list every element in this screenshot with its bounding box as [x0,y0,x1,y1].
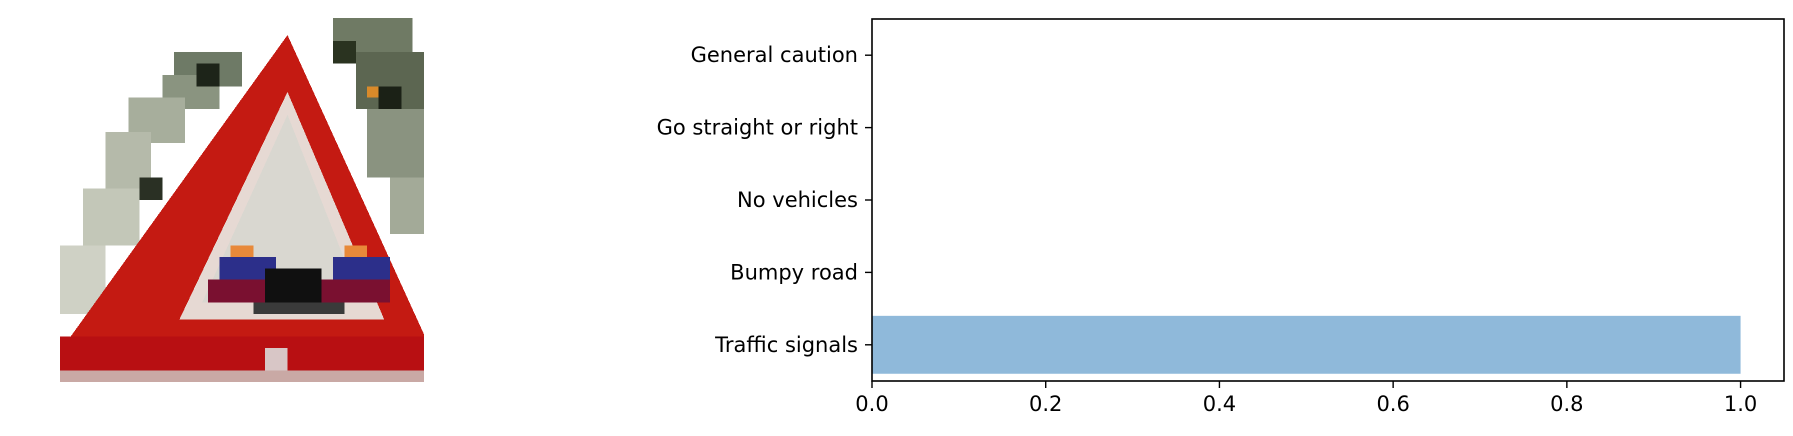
y-tick-label: Go straight or right [657,116,858,140]
x-tick-marks [871,381,1742,388]
x-tick-label: 0.4 [1203,392,1236,416]
x-tick-label: 0.8 [1550,392,1583,416]
x-tick-label: 0.6 [1376,392,1409,416]
y-tick-label: Traffic signals [714,333,858,357]
x-tick-labels: 0.0 0.2 0.4 0.6 0.8 1.0 [855,392,1757,416]
y-tick-marks [865,54,872,346]
traffic-sign-image [60,18,424,382]
x-tick-label: 1.0 [1724,392,1757,416]
axes-frame [871,18,1785,382]
y-tick-label: General caution [691,43,858,67]
y-tick-label: Bumpy road [730,260,858,284]
y-tick-labels: General caution Go straight or right No ve… [657,43,858,357]
y-tick-label: No vehicles [737,188,858,212]
bars-group [872,315,1741,374]
x-tick-label: 0.2 [1029,392,1062,416]
traffic-light-symbol [207,245,390,314]
x-tick-label: 0.0 [855,392,888,416]
bar-traffic-signals [872,315,1741,374]
